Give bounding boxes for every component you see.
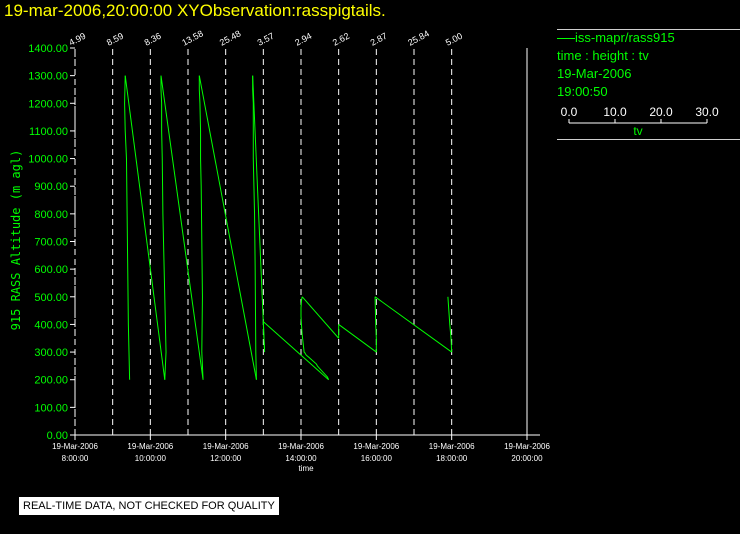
x-tick-time: 8:00:00 xyxy=(62,454,89,463)
profile-top-label: 25.48 xyxy=(218,28,243,47)
y-tick-label: 100.00 xyxy=(34,402,68,414)
y-tick-label: 800.00 xyxy=(34,209,68,221)
profile-top-label: 13.58 xyxy=(180,28,205,47)
y-axis-label: 915 RASS Altitude (m agl) xyxy=(9,150,23,331)
legend-tv-scale: 0.0 10.0 20.0 30.0 tv xyxy=(557,103,740,138)
profile-top-label: 5.00 xyxy=(444,31,464,48)
profile-connector xyxy=(160,75,204,380)
tv-scale-tick-label: 30.0 xyxy=(695,105,719,119)
y-tick-label: 900.00 xyxy=(34,181,68,193)
x-tick-date: 19-Mar-2006 xyxy=(52,442,98,451)
profile-connector xyxy=(252,75,266,353)
profile-connector xyxy=(301,296,340,339)
legend-panel: iss-mapr/rass915 time : height : tv 19-M… xyxy=(557,29,740,140)
y-tick-label: 400.00 xyxy=(34,319,68,331)
y-axis-ticks: 0.00 100.00 200.00 300.00 400.00 500.00 600.00… xyxy=(28,43,75,442)
legend-series-label: iss-mapr/rass915 xyxy=(575,30,675,45)
tv-scale-ticks: 0.0 10.0 20.0 30.0 xyxy=(561,105,719,123)
y-tick-label: 1200.00 xyxy=(28,98,68,110)
profile-connector xyxy=(374,296,452,353)
profile-top-label: 2.94 xyxy=(293,31,313,48)
y-tick-label: 200.00 xyxy=(34,375,68,387)
y-tick-label: 1300.00 xyxy=(28,71,68,83)
x-tick-date: 19-Mar-2006 xyxy=(127,442,173,451)
y-tick-label: 500.00 xyxy=(34,292,68,304)
profile-top-label: 8.59 xyxy=(105,31,125,48)
y-tick-label: 1100.00 xyxy=(29,126,68,138)
profile-connector xyxy=(263,321,329,381)
legend-swatch xyxy=(557,38,575,40)
tv-scale-label: tv xyxy=(633,124,642,138)
x-tick-time: 12:00:00 xyxy=(210,454,242,463)
profile-data-line xyxy=(447,296,453,353)
x-tick-date: 19-Mar-2006 xyxy=(429,442,475,451)
profile-connector xyxy=(338,324,377,353)
profile-top-label: 8.36 xyxy=(143,31,163,48)
profile-data-line xyxy=(124,75,131,380)
y-tick-label: 0.00 xyxy=(47,430,68,442)
y-tick-label: 600.00 xyxy=(34,264,68,276)
profile-connector xyxy=(124,75,166,380)
y-tick-label: 1400.00 xyxy=(28,43,68,55)
y-tick-label: 300.00 xyxy=(34,347,68,359)
x-tick-time: 18:00:00 xyxy=(436,454,468,463)
x-tick-date: 19-Mar-2006 xyxy=(278,442,324,451)
chart-title: 19-mar-2006,20:00:00 XYObservation:rassp… xyxy=(4,1,386,20)
profile-top-label: 2.87 xyxy=(369,31,389,48)
profile-data-line xyxy=(160,75,167,380)
tv-scale-tick-label: 0.0 xyxy=(561,105,578,119)
x-axis-label: time xyxy=(298,464,314,473)
profile-top-labels: 4.99 8.59 8.36 13.58 25.48 3.57 2.94 2.62 2.87 25… xyxy=(67,28,464,47)
legend-series-entry: iss-mapr/rass915 xyxy=(557,29,740,47)
profile-top-label: 4.99 xyxy=(67,31,87,48)
x-tick-date: 19-Mar-2006 xyxy=(353,442,399,451)
profile-connector xyxy=(198,75,257,380)
y-tick-label: 700.00 xyxy=(34,237,68,249)
legend-date: 19-Mar-2006 xyxy=(557,66,632,81)
x-axis-ticks: 19-Mar-2006 8:00:00 19-Mar-2006 10:00:00 19-… xyxy=(52,435,550,463)
profile-data-lines xyxy=(124,75,453,381)
legend-divider-bottom xyxy=(557,139,740,140)
x-tick-time: 16:00:00 xyxy=(361,454,393,463)
legend-divider-top xyxy=(557,29,740,30)
x-tick-time: 14:00:00 xyxy=(285,454,317,463)
profile-data-line xyxy=(198,75,204,380)
profile-baselines xyxy=(74,48,453,435)
y-tick-label: 1000.00 xyxy=(28,154,68,166)
tv-scale-tick-label: 10.0 xyxy=(603,105,627,119)
profile-top-label: 3.57 xyxy=(256,31,276,48)
x-tick-time: 10:00:00 xyxy=(135,454,167,463)
x-tick-time: 20:00:00 xyxy=(511,454,543,463)
x-tick-date: 19-Mar-2006 xyxy=(203,442,249,451)
profile-data-line xyxy=(374,296,377,353)
legend-axes-description: time : height : tv xyxy=(557,48,649,63)
profile-data-line xyxy=(300,296,330,380)
quality-warning-note: REAL-TIME DATA, NOT CHECKED FOR QUALITY xyxy=(19,497,279,515)
x-tick-date: 19-Mar-2006 xyxy=(504,442,550,451)
profile-data-line xyxy=(252,75,257,380)
profile-top-label: 2.62 xyxy=(331,31,351,48)
tv-scale-tick-label: 20.0 xyxy=(649,105,673,119)
profile-top-label: 25.84 xyxy=(406,28,431,47)
legend-time: 19:00:50 xyxy=(557,84,608,99)
